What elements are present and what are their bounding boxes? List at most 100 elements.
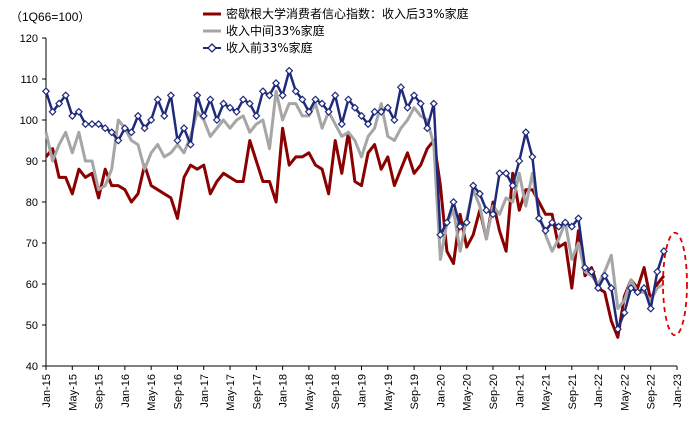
x-tick-label: May-17 bbox=[225, 374, 237, 411]
x-tick-label: Jan-17 bbox=[199, 374, 211, 408]
series-point bbox=[370, 107, 379, 116]
series-point bbox=[364, 120, 373, 129]
series-point bbox=[534, 214, 544, 223]
series-point bbox=[515, 156, 524, 166]
series-point bbox=[410, 91, 419, 100]
x-tick-label: Sep-17 bbox=[251, 374, 263, 409]
series-point bbox=[212, 115, 221, 125]
series-point bbox=[423, 124, 432, 133]
series-point bbox=[469, 181, 478, 190]
series-point bbox=[331, 91, 340, 100]
series-point bbox=[488, 210, 498, 219]
series-point bbox=[502, 169, 511, 178]
series-point bbox=[252, 111, 261, 120]
series-point bbox=[646, 304, 655, 313]
series-point bbox=[594, 284, 603, 293]
x-tick-label: Sep-20 bbox=[488, 374, 500, 409]
series-point bbox=[482, 206, 491, 215]
x-tick-label: Sep-18 bbox=[330, 374, 342, 409]
x-tick-label: May-22 bbox=[619, 374, 631, 411]
series-point bbox=[653, 267, 662, 276]
annotation-layer bbox=[662, 231, 688, 337]
series-point bbox=[429, 99, 438, 108]
series-point bbox=[173, 136, 182, 145]
series-point bbox=[541, 226, 550, 235]
series-point bbox=[311, 95, 320, 104]
series-point bbox=[41, 87, 51, 96]
x-tick-label: May-19 bbox=[383, 374, 395, 411]
x-tick-label: Jan-16 bbox=[120, 374, 132, 408]
series-point bbox=[548, 218, 557, 227]
series-point bbox=[166, 91, 175, 100]
series-point bbox=[475, 189, 484, 198]
series-point bbox=[390, 115, 399, 125]
x-tick-label: Jan-22 bbox=[593, 374, 605, 408]
series-point bbox=[640, 284, 649, 293]
y-tick-label: 50 bbox=[26, 320, 38, 332]
series-point bbox=[600, 271, 609, 280]
x-tick-label: Jan-23 bbox=[672, 374, 684, 408]
series-point bbox=[495, 169, 504, 178]
series-point bbox=[442, 218, 451, 227]
series-point bbox=[574, 214, 583, 223]
series-point bbox=[101, 124, 110, 133]
x-tick-label: Sep-19 bbox=[409, 374, 421, 409]
series-point bbox=[120, 124, 129, 133]
series-point bbox=[239, 95, 248, 104]
y-tick-label: 80 bbox=[26, 197, 38, 209]
series-point bbox=[232, 107, 241, 116]
series-point bbox=[81, 120, 90, 129]
series-point bbox=[74, 107, 83, 116]
series-point bbox=[219, 99, 228, 108]
series-point bbox=[304, 107, 313, 116]
series-point bbox=[272, 79, 281, 88]
y-tick-label: 100 bbox=[20, 115, 38, 127]
series-point bbox=[94, 120, 103, 129]
y-tick-label: 40 bbox=[26, 361, 38, 373]
plot-area: 40 50 60 70 80 90 100 110 120 Jan-15 May-15 Sep-15 J… bbox=[20, 33, 684, 411]
y-tick-label: 70 bbox=[26, 238, 38, 250]
series-point bbox=[436, 230, 445, 239]
series-point bbox=[620, 308, 629, 317]
series-point bbox=[508, 181, 517, 190]
y-tick-label: 60 bbox=[26, 279, 38, 291]
y-unit-label: （1Q66=100） bbox=[10, 10, 90, 24]
legend-marker-top33 bbox=[207, 43, 217, 53]
x-tick-label: Sep-16 bbox=[172, 374, 184, 409]
x-tick-label: May-18 bbox=[304, 374, 316, 411]
series-point bbox=[68, 111, 77, 120]
series-point bbox=[462, 218, 471, 227]
x-tick-label: Jan-18 bbox=[278, 374, 290, 408]
series-point bbox=[278, 91, 287, 100]
series-point bbox=[160, 111, 169, 120]
series-point bbox=[114, 136, 123, 145]
legend-label-top33: 收入前33%家庭 bbox=[226, 40, 313, 55]
series-point bbox=[377, 107, 386, 116]
series-point bbox=[133, 111, 143, 120]
x-tick-label: Sep-21 bbox=[567, 374, 579, 409]
y-tick-label: 120 bbox=[20, 33, 38, 45]
series-point bbox=[318, 99, 327, 108]
x-tick-label: Jan-20 bbox=[435, 374, 447, 408]
series-point bbox=[607, 284, 616, 293]
series-point bbox=[344, 95, 353, 104]
series-point bbox=[87, 120, 97, 129]
series-point bbox=[258, 87, 267, 96]
y-tick-label: 90 bbox=[26, 156, 38, 168]
series-point bbox=[613, 325, 622, 334]
x-tick-label: Jan-21 bbox=[514, 374, 526, 408]
highlight-ellipse bbox=[662, 231, 688, 337]
series-point bbox=[324, 107, 333, 116]
series-point bbox=[199, 111, 208, 120]
series-point bbox=[153, 95, 162, 104]
series-point bbox=[626, 284, 636, 293]
series-point bbox=[416, 99, 425, 108]
legend-label-middle33: 收入中间33%家庭 bbox=[226, 23, 325, 38]
x-tick-label: Sep-15 bbox=[94, 374, 106, 409]
series-point bbox=[528, 152, 537, 161]
series-point bbox=[521, 128, 530, 137]
series-point bbox=[245, 99, 254, 108]
series-point bbox=[225, 103, 235, 112]
series-point bbox=[403, 103, 412, 112]
